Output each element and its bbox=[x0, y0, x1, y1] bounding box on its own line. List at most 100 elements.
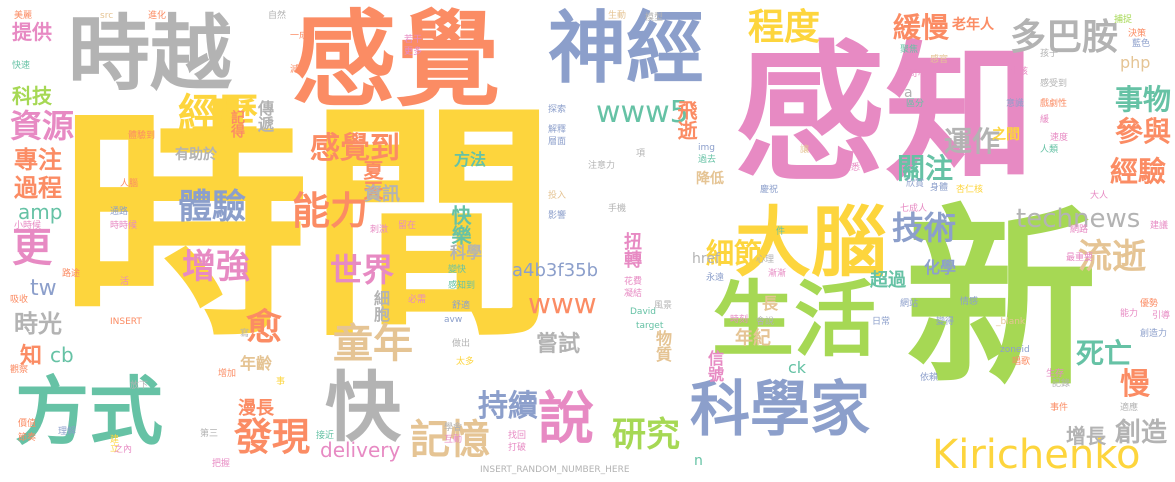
word-人類: 人類 bbox=[1040, 145, 1059, 155]
word-時間: 時間 bbox=[60, 82, 556, 370]
word-學會: 學會 bbox=[444, 423, 463, 433]
word-會說: 會說 bbox=[756, 317, 775, 327]
word-人腦: 人腦 bbox=[120, 179, 139, 189]
word-觀察: 觀察 bbox=[10, 365, 29, 375]
word-多巴胺: 多巴胺 bbox=[1010, 17, 1119, 58]
word-關注: 關注 bbox=[897, 152, 954, 185]
word-藍色: 藍色 bbox=[1132, 39, 1151, 49]
word-通路: 通路 bbox=[110, 207, 129, 217]
word-自然: 自然 bbox=[268, 11, 287, 21]
word-七成人: 七成人 bbox=[900, 204, 928, 214]
word-href: href bbox=[692, 251, 720, 267]
word-超過: 超過 bbox=[870, 270, 906, 291]
word-大腦: 大腦 bbox=[735, 198, 887, 287]
word-杏仁核: 杏仁核 bbox=[956, 185, 984, 195]
word-嘗試: 嘗試 bbox=[536, 332, 581, 357]
word-速度: 速度 bbox=[1050, 133, 1069, 143]
word-快樂: 快樂 bbox=[448, 205, 472, 245]
word-小孩: 小孩 bbox=[1010, 67, 1029, 77]
word-愈: 愈 bbox=[246, 307, 283, 348]
word-找回: 找回 bbox=[508, 431, 527, 441]
word-INSERT_RANDOM_NUMBER_HERE: INSERT_RANDOM_NUMBER_HERE bbox=[480, 465, 630, 475]
word-情感: 情感 bbox=[960, 297, 979, 307]
word-件: 件 bbox=[776, 227, 786, 237]
word-花費: 花費 bbox=[624, 277, 643, 287]
word-孩子: 孩子 bbox=[1040, 49, 1059, 59]
word-生動: 生動 bbox=[608, 11, 627, 21]
word-www5: www5 bbox=[596, 95, 689, 130]
word-傳遞: 傳遞 bbox=[255, 100, 274, 132]
word-生活: 生活 bbox=[712, 273, 877, 368]
word-刺激: 刺激 bbox=[370, 225, 389, 235]
word-夏天: 夏天 bbox=[360, 160, 384, 200]
word-變快: 變快 bbox=[448, 265, 467, 275]
word-決策: 決策 bbox=[1128, 29, 1147, 39]
word-研究: 研究 bbox=[612, 415, 680, 455]
word-建議: 建議 bbox=[1150, 221, 1169, 231]
word-事物: 事物 bbox=[1115, 83, 1172, 116]
word-Kirichenko: Kirichenko bbox=[932, 432, 1141, 478]
word-感覺: 感覺 bbox=[292, 0, 501, 121]
word-做出: 做出 bbox=[452, 339, 471, 349]
word-探索: 探索 bbox=[548, 105, 567, 115]
word-美麗: 美麗 bbox=[14, 11, 33, 21]
word-欣賞: 欣賞 bbox=[906, 179, 925, 189]
word-快: 快 bbox=[325, 363, 401, 452]
word-說: 說 bbox=[538, 387, 594, 452]
word-資訊: 資訊 bbox=[364, 184, 400, 205]
word-影響: 影響 bbox=[548, 211, 567, 221]
word-年齡: 年齡 bbox=[240, 354, 273, 373]
word-細胞: 細胞 bbox=[371, 290, 390, 322]
word-寫: 寫 bbox=[240, 329, 250, 339]
word-科學: 科學 bbox=[450, 243, 483, 262]
word-記憶: 記憶 bbox=[410, 417, 490, 463]
word-時刻: 時刻 bbox=[730, 315, 749, 325]
word-感官: 感官 bbox=[930, 55, 949, 65]
word-過去: 過去 bbox=[698, 155, 717, 165]
word-舒適: 舒適 bbox=[452, 301, 471, 311]
word-之間: 之間 bbox=[992, 127, 1020, 143]
word-發現: 發現 bbox=[234, 415, 311, 459]
word-運作: 運作 bbox=[944, 125, 1001, 158]
word-讓: 讓 bbox=[800, 145, 810, 155]
word-tw: tw bbox=[30, 276, 57, 301]
word-降低: 降低 bbox=[696, 171, 724, 187]
word-專注: 專注 bbox=[14, 146, 62, 174]
word-必需: 必需 bbox=[408, 295, 427, 305]
word-www: www bbox=[528, 287, 597, 320]
word-慢: 慢 bbox=[1120, 367, 1150, 402]
word-感知到: 感知到 bbox=[448, 281, 476, 291]
word-增長: 增長 bbox=[1066, 424, 1106, 448]
word-有助於: 有助於 bbox=[175, 147, 217, 163]
word-物質: 物質 bbox=[653, 330, 672, 362]
word-體驗到: 體驗到 bbox=[128, 131, 156, 141]
word-一成: 一成 bbox=[290, 31, 309, 41]
word-把握: 把握 bbox=[212, 459, 231, 469]
word-吸收: 吸收 bbox=[10, 295, 29, 305]
word-建立: 建立 bbox=[108, 434, 118, 452]
word-流逝: 流逝 bbox=[1078, 237, 1146, 277]
word-熟悉: 熟悉 bbox=[842, 163, 861, 173]
word-變得: 變得 bbox=[936, 317, 955, 327]
word-漫長: 漫長 bbox=[238, 398, 274, 419]
word-適應: 適應 bbox=[1120, 403, 1139, 413]
word-節奏: 節奏 bbox=[18, 433, 37, 443]
word-扭轉: 扭轉 bbox=[621, 232, 642, 268]
word-心理: 心理 bbox=[756, 255, 775, 265]
word-打破: 打破 bbox=[508, 443, 527, 453]
word-風景: 風景 bbox=[654, 301, 673, 311]
word-優勢: 優勢 bbox=[1140, 299, 1159, 309]
word-更多: 更多 bbox=[404, 47, 423, 57]
word-互動: 互動 bbox=[444, 435, 463, 445]
word-依賴: 依賴 bbox=[920, 373, 939, 383]
word-童年: 童年 bbox=[333, 321, 413, 367]
word-活: 活 bbox=[120, 277, 130, 287]
word-新: 新 bbox=[905, 189, 1097, 412]
word-聚焦: 聚焦 bbox=[900, 45, 919, 55]
word-avw: avw bbox=[444, 315, 463, 325]
word-緩: 緩 bbox=[1040, 115, 1050, 125]
word-層面: 層面 bbox=[548, 137, 567, 147]
word-網路: 網路 bbox=[1070, 225, 1089, 235]
word-大人: 大人 bbox=[1090, 191, 1109, 201]
word-生存: 生存 bbox=[1046, 369, 1065, 379]
